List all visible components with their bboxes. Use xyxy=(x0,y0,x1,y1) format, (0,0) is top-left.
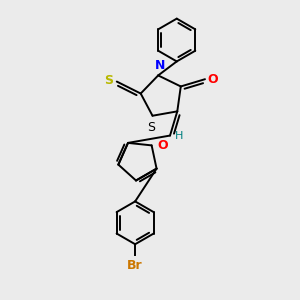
Text: H: H xyxy=(176,130,184,141)
Text: Br: Br xyxy=(127,259,143,272)
Text: S: S xyxy=(104,74,113,87)
Text: O: O xyxy=(157,139,168,152)
Text: S: S xyxy=(147,121,155,134)
Text: O: O xyxy=(207,73,218,86)
Text: N: N xyxy=(154,59,165,73)
